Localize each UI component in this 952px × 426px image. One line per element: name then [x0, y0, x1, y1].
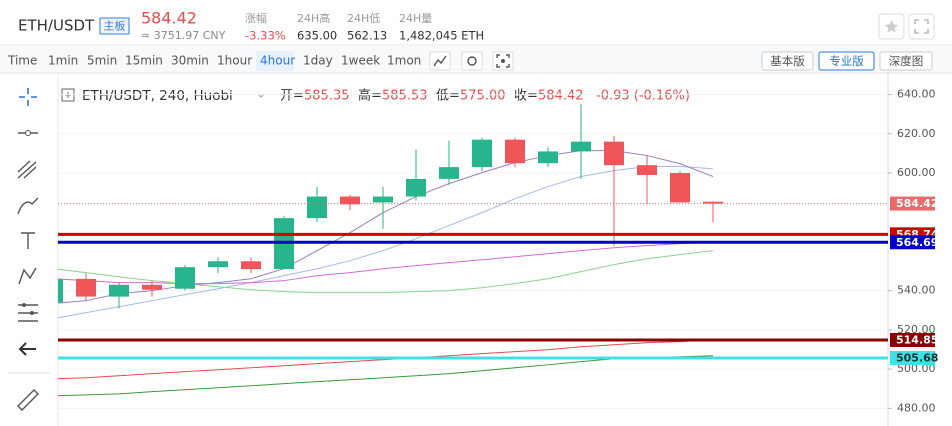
candle-body: [472, 139, 492, 168]
interval-button[interactable]: 1mon: [387, 54, 421, 68]
pair: ETH/USDT: [18, 17, 95, 35]
interval-button[interactable]: 4hour: [260, 54, 295, 68]
moving-average: [58, 339, 714, 380]
interval-button[interactable]: 30min: [171, 54, 209, 68]
moving-average: [58, 242, 714, 285]
stat-value: -3.33%: [245, 29, 286, 43]
view-button[interactable]: 基本版: [770, 54, 805, 68]
candle-body: [439, 167, 459, 179]
candle-body: [571, 141, 591, 152]
legend-change: -0.93 (-0.16%): [596, 89, 690, 104]
badge: [99, 17, 130, 35]
y-tick-label: 480.00: [897, 401, 936, 414]
candle-body: [505, 139, 525, 164]
left-toolbar[interactable]: [8, 88, 50, 411]
interval-button[interactable]: 15min: [125, 54, 163, 68]
toolbar-icons[interactable]: [429, 51, 514, 71]
candle-body: [241, 261, 261, 270]
moving-average: [58, 355, 714, 397]
interval-button[interactable]: Time: [7, 54, 37, 68]
price-label-bg: [890, 350, 935, 365]
legend-value: 575.00: [460, 89, 506, 104]
price-label: 564.69: [896, 236, 938, 249]
candle-body: [175, 267, 195, 289]
candle-body: [538, 151, 558, 164]
y-tick-label: 640.00: [897, 88, 936, 101]
legend-value: 584.42: [538, 89, 584, 104]
price-label: 505.68: [896, 351, 938, 364]
stat-value: 1,482,045 ETH: [399, 29, 484, 43]
view-button-bg[interactable]: [761, 51, 814, 71]
badge-text: 主板: [104, 19, 126, 33]
view-button-bg[interactable]: [879, 51, 933, 71]
price-label: 584.42: [896, 197, 938, 210]
legend-label: 高=: [358, 88, 382, 104]
stat-value: 635.00: [297, 29, 337, 43]
y-tick-label: 620.00: [897, 127, 936, 140]
candle-body: [340, 196, 360, 205]
candle-body: [637, 165, 657, 175]
candle-body: [604, 141, 624, 166]
legend-value: 585.53: [382, 89, 428, 104]
legend-label: 开=: [280, 89, 304, 104]
interval-button[interactable]: 1hour: [217, 54, 252, 68]
candle-body: [58, 278, 63, 303]
moving-average: [58, 250, 714, 294]
legend-label: 收=: [514, 89, 538, 104]
price-label: 514.85: [896, 334, 938, 347]
price-cny: ≈ 3751.97 CNY: [141, 29, 226, 42]
y-tick-label: 600.00: [897, 166, 936, 179]
price-label-bg: [890, 333, 935, 348]
view-button-bg[interactable]: [818, 51, 875, 71]
candle-body: [307, 196, 327, 219]
interval-active-bg: [256, 51, 294, 71]
view-button[interactable]: 深度图: [889, 54, 924, 68]
header-bg: [0, 0, 952, 45]
candle-body: [703, 201, 723, 204]
fullscreen-button[interactable]: [908, 13, 935, 40]
candle-body: [142, 284, 162, 290]
interval-button[interactable]: 1day: [303, 54, 333, 68]
stat-label: 24H量: [399, 12, 432, 25]
stat-label: 涨幅: [245, 12, 267, 25]
y-tick-label: 520.00: [897, 323, 936, 336]
stat-label: 24H低: [347, 12, 380, 25]
legend-label: 低=: [436, 89, 460, 104]
price-label-bg: [890, 196, 935, 211]
star-button[interactable]: [878, 13, 905, 40]
candle-body: [76, 278, 96, 297]
candle-body: [109, 284, 129, 297]
price: 584.42: [141, 9, 197, 28]
price-label-bg: [890, 235, 935, 250]
interval-button[interactable]: 1week: [341, 54, 380, 68]
candle-body: [373, 196, 393, 203]
candle-body: [406, 178, 426, 197]
candle-body: [670, 173, 690, 203]
stat-value: 562.13: [347, 29, 387, 43]
y-tick-label: 500.00: [897, 362, 936, 375]
moving-average: [58, 166, 714, 319]
plot: [58, 94, 888, 409]
interval-button[interactable]: 1min: [48, 54, 78, 68]
interval-button[interactable]: 5min: [87, 54, 117, 68]
y-tick-label: 540.00: [897, 284, 936, 297]
stat-label: 24H高: [297, 11, 330, 25]
legend-value: 585.35: [304, 89, 350, 104]
legend-symbol: ETH/USDT, 240, Huobi: [82, 88, 233, 104]
candle-body: [208, 261, 228, 268]
view-button[interactable]: 专业版: [829, 54, 864, 68]
